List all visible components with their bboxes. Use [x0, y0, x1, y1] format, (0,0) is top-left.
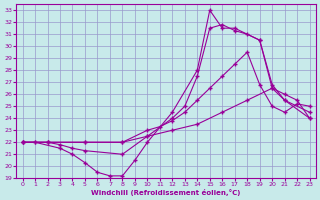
X-axis label: Windchill (Refroidissement éolien,°C): Windchill (Refroidissement éolien,°C) [92, 189, 241, 196]
